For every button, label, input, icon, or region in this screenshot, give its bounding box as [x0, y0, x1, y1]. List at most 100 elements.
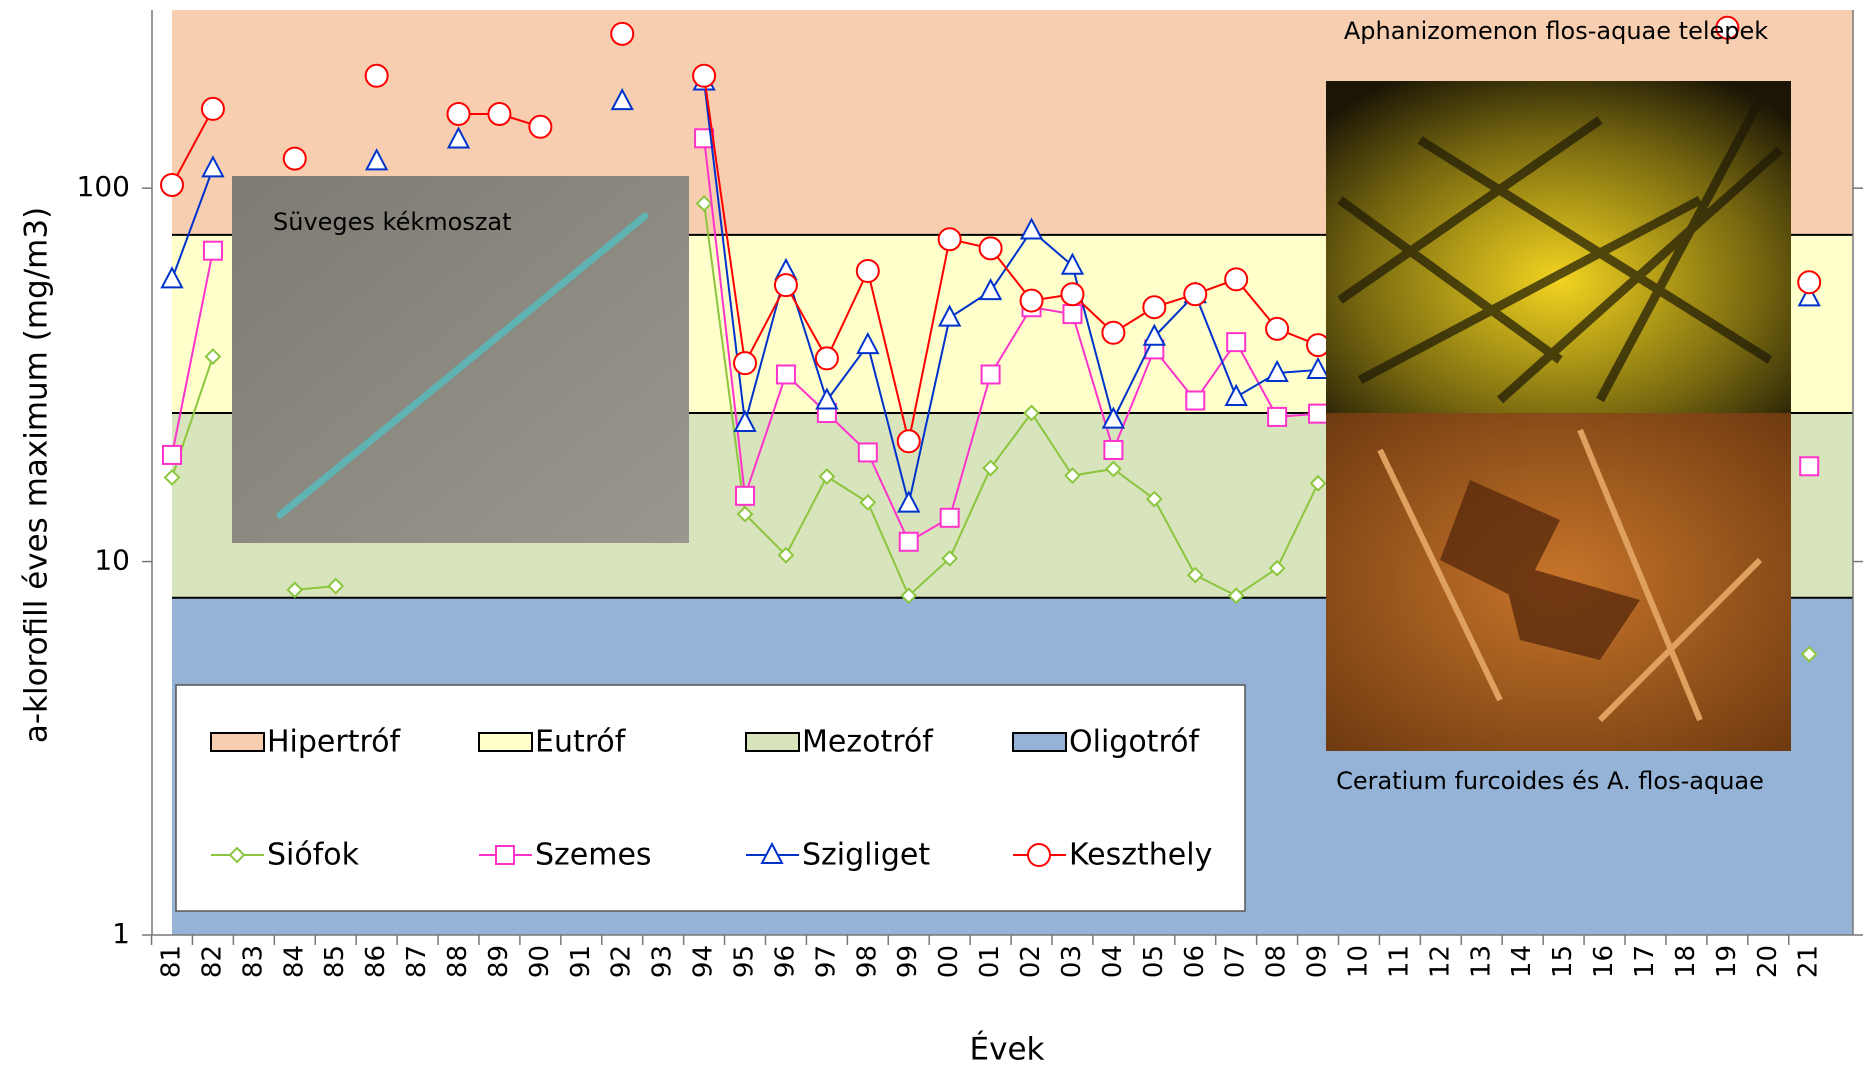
x-tick-label: 94: [689, 945, 719, 978]
point: [204, 242, 222, 260]
y-tick-label: 10: [94, 544, 130, 577]
x-tick-label: 90: [525, 945, 555, 978]
point: [1268, 408, 1286, 426]
legend-box: [176, 685, 1245, 911]
x-tick-label: 98: [852, 945, 882, 978]
legend-swatch: [746, 733, 799, 751]
x-tick-label: 18: [1671, 945, 1701, 978]
x-tick-label: 01: [975, 945, 1005, 978]
x-tick-label: 91: [566, 945, 596, 978]
legend-swatch: [1013, 733, 1066, 751]
point: [898, 430, 920, 452]
point: [366, 65, 388, 87]
point: [1021, 290, 1043, 312]
y-tick-label: 100: [77, 170, 130, 203]
x-tick-label: 86: [361, 945, 391, 978]
x-tick-label: 07: [1221, 945, 1251, 978]
x-tick-label: 11: [1384, 945, 1414, 978]
x-tick-label: 84: [279, 945, 309, 978]
legend-label: Keszthely: [1069, 838, 1212, 873]
x-tick-label: 89: [484, 945, 514, 978]
photo-caption: Ceratium furcoides és A. flos-aquae: [1336, 767, 1764, 795]
point: [496, 846, 514, 864]
point: [900, 533, 918, 551]
y-axis-title: a-klorofill éves maximum (mg/m3): [19, 207, 55, 743]
legend-label: Oligotróf: [1069, 725, 1200, 760]
x-tick-label: 87: [402, 945, 432, 978]
x-tick-label: 92: [607, 945, 637, 978]
point: [161, 174, 183, 196]
photo-caption: Süveges kékmoszat: [273, 208, 512, 236]
point: [939, 228, 961, 250]
point: [1266, 318, 1288, 340]
x-tick-label: 97: [811, 945, 841, 978]
point: [857, 260, 879, 282]
legend-label: Eutróf: [535, 725, 627, 760]
point: [1061, 283, 1083, 305]
point: [1143, 296, 1165, 318]
point: [1102, 322, 1124, 344]
x-tick-label: 20: [1753, 945, 1783, 978]
point: [1800, 457, 1818, 475]
x-tick-label: 03: [1057, 945, 1087, 978]
x-tick-label: 00: [934, 945, 964, 978]
point: [1307, 334, 1329, 356]
x-tick-label: 96: [770, 945, 800, 978]
point: [1227, 333, 1245, 351]
point: [1184, 283, 1206, 305]
x-tick-label: 08: [1262, 945, 1292, 978]
point: [941, 509, 959, 527]
x-tick-label: 99: [893, 945, 923, 978]
x-tick-label: 06: [1180, 945, 1210, 978]
point: [859, 443, 877, 461]
point: [736, 487, 754, 505]
x-tick-label: 82: [197, 945, 227, 978]
point: [202, 98, 224, 120]
legend-swatch: [479, 733, 532, 751]
x-tick-label: 04: [1098, 945, 1128, 978]
point: [448, 103, 470, 125]
x-tick-label: 95: [730, 945, 760, 978]
point: [982, 365, 1000, 383]
point: [284, 148, 306, 170]
x-tick-label: 19: [1712, 945, 1742, 978]
x-axis-title: Évek: [970, 1032, 1045, 1068]
point: [693, 65, 715, 87]
legend-label: Szemes: [535, 838, 652, 873]
point: [816, 347, 838, 369]
point: [775, 274, 797, 296]
x-tick-label: 81: [157, 945, 187, 978]
x-tick-label: 15: [1548, 945, 1578, 978]
x-tick-label: 12: [1425, 945, 1455, 978]
point: [488, 103, 510, 125]
point: [1028, 844, 1050, 866]
x-tick-label: 16: [1589, 945, 1619, 978]
legend-label: Mezotróf: [802, 725, 934, 760]
legend-swatch: [211, 733, 264, 751]
point: [1063, 305, 1081, 323]
point: [1186, 392, 1204, 410]
point: [777, 365, 795, 383]
x-tick-label: 93: [648, 945, 678, 978]
point: [611, 23, 633, 45]
x-tick-label: 05: [1139, 945, 1169, 978]
point: [980, 237, 1002, 259]
point: [1225, 268, 1247, 290]
chart: 1101008182838485868788899091929394959697…: [0, 0, 1863, 1070]
point: [734, 352, 756, 374]
x-tick-label: 21: [1794, 945, 1824, 978]
x-tick-label: 17: [1630, 945, 1660, 978]
x-tick-label: 14: [1507, 945, 1537, 978]
x-tick-label: 02: [1016, 945, 1046, 978]
x-tick-label: 10: [1343, 945, 1373, 978]
x-tick-label: 88: [443, 945, 473, 978]
page: 1101008182838485868788899091929394959697…: [0, 0, 1863, 1070]
legend-label: Hipertróf: [267, 725, 402, 760]
point: [163, 446, 181, 464]
x-tick-label: 09: [1303, 945, 1333, 978]
point: [1104, 441, 1122, 459]
photo-caption: Aphanizomenon flos-aquae telepek: [1344, 17, 1768, 45]
point: [529, 116, 551, 138]
point: [1309, 405, 1327, 423]
x-tick-label: 85: [320, 945, 350, 978]
